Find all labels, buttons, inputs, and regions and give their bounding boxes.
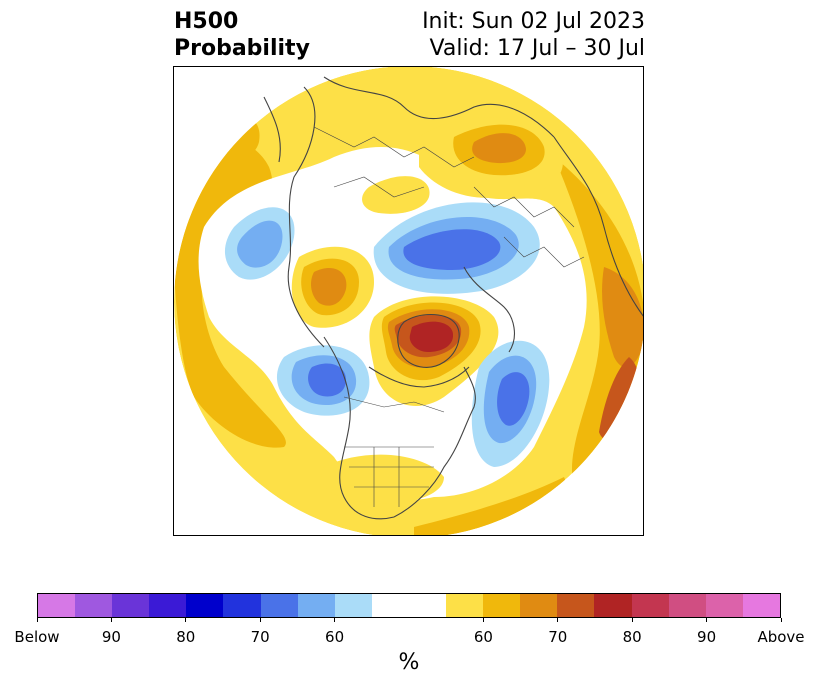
border-asia-2	[333, 176, 425, 198]
below-70-siberia	[403, 229, 501, 270]
coastline-north-america-east	[393, 366, 476, 518]
below-tick-label: 70	[250, 628, 270, 646]
above-tick-mark	[482, 618, 484, 622]
border-canada-provinces	[343, 396, 445, 413]
forecast-dates: Init: Sun 02 Jul 2023 Valid: 17 Jul – 30…	[422, 8, 645, 62]
colorbar-above-segment	[705, 594, 743, 617]
colorbar-below-segment	[149, 594, 187, 617]
above-65-west-pacific	[174, 138, 286, 448]
colorbar-above-segment	[557, 594, 595, 617]
above-tick-label: 70	[548, 628, 568, 646]
coastline-europe	[553, 136, 643, 317]
above-tick-mark	[557, 618, 559, 622]
coastline-greenland	[397, 313, 460, 368]
border-asia-1	[313, 126, 475, 168]
above-tick-mark	[780, 618, 782, 622]
colorbar-above-segment	[520, 594, 558, 617]
above-tick-label: Above	[757, 628, 805, 646]
colorbar-below-segment	[223, 594, 261, 617]
valid-period: Valid: 17 Jul – 30 Jul	[429, 36, 645, 61]
colorbar-below-segment	[297, 594, 335, 617]
colorbar-above-segment	[594, 594, 632, 617]
above-tick-label: 60	[473, 628, 493, 646]
above-70-russia	[472, 133, 526, 164]
colorbar-above-segment	[483, 594, 521, 617]
map-title: H500 Probability	[174, 8, 310, 62]
globe-corner-mask	[174, 67, 643, 535]
border-europe-1	[473, 186, 575, 228]
border-us-states	[349, 447, 434, 507]
colorbar-below-segment	[186, 594, 224, 617]
below-70-gulf-of-alaska	[308, 363, 346, 397]
political-borders	[313, 126, 585, 507]
probability-field	[174, 67, 643, 535]
below-tick-mark	[334, 618, 336, 622]
probability-map-svg	[174, 67, 643, 535]
init-date: Init: Sun 02 Jul 2023	[422, 9, 645, 34]
colorbar-above-segment	[631, 594, 669, 617]
colorbar-above-segment	[446, 594, 484, 617]
below-tick-label: Below	[14, 628, 60, 646]
coastline-scandinavia	[463, 266, 515, 353]
below-tick-label: 90	[101, 628, 121, 646]
coastline-north-america-west	[323, 336, 395, 520]
polar-map	[173, 66, 644, 536]
probability-colorbar	[37, 593, 781, 618]
below-70-north-atlantic	[497, 372, 530, 426]
colorbar-above-segment	[742, 594, 780, 617]
colorbar-unit: %	[398, 650, 420, 675]
border-europe-2	[503, 236, 585, 268]
above-tick-mark	[706, 618, 708, 622]
below-tick-label: 60	[325, 628, 345, 646]
below-tick-mark	[259, 618, 261, 622]
colorbar-above-segment	[668, 594, 706, 617]
title-quantity: Probability	[174, 36, 310, 61]
colorbar-below-segment	[334, 594, 372, 617]
coastlines	[263, 76, 643, 520]
above-70-east-asia	[311, 268, 347, 306]
above-80-greenland	[409, 321, 454, 352]
below-tick-mark	[110, 618, 112, 622]
below-tick-mark	[36, 618, 38, 622]
below-tick-mark	[185, 618, 187, 622]
above-60-central-asia	[362, 176, 430, 214]
coastline-arctic-asia	[323, 76, 555, 138]
colorbar-below-segment	[75, 594, 113, 617]
above-70-east-band	[602, 267, 643, 368]
colorbar-below-segment	[112, 594, 150, 617]
above-tick-label: 90	[697, 628, 717, 646]
colorbar-below-segment	[38, 594, 76, 617]
coastline-hudson-bay	[368, 366, 470, 388]
below-65-west-pacific	[237, 220, 283, 268]
title-variable: H500	[174, 9, 239, 34]
above-tick-mark	[631, 618, 633, 622]
below-tick-label: 80	[176, 628, 196, 646]
coastline-kamchatka	[263, 96, 281, 163]
colorbar-below-segment	[260, 594, 298, 617]
above-tick-label: 80	[622, 628, 642, 646]
colorbar-near-normal-segment	[371, 594, 447, 617]
coastline-asia-east	[287, 86, 325, 348]
